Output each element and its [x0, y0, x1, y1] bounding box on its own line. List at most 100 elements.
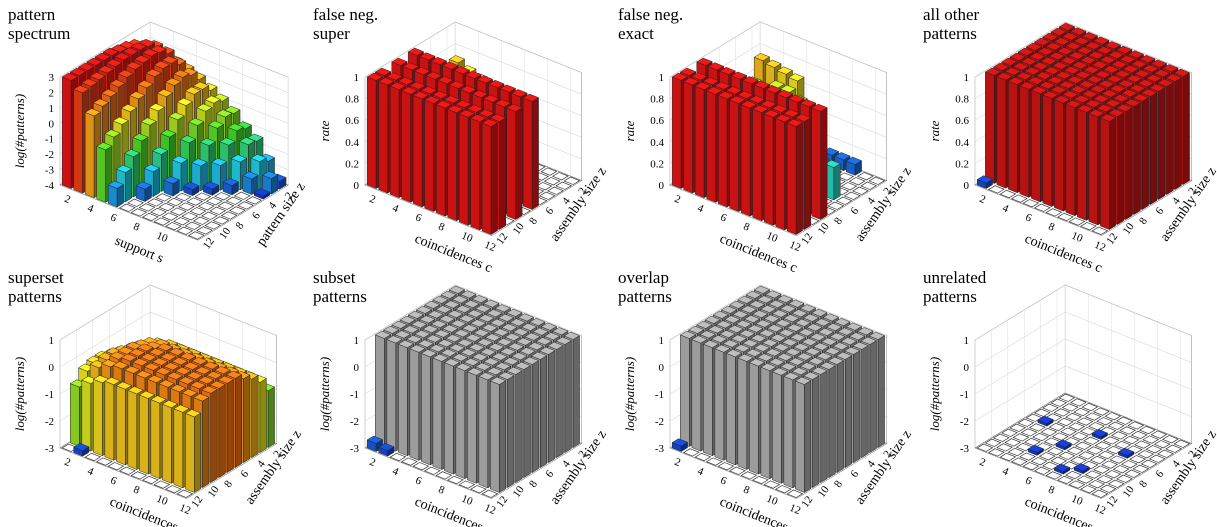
bar-top — [483, 299, 500, 308]
bar-top — [489, 318, 507, 327]
bar-top — [1081, 89, 1099, 99]
bar-top — [1073, 463, 1090, 472]
bar-front — [424, 99, 434, 212]
bar-top — [857, 327, 874, 336]
bar — [522, 93, 540, 210]
false-neg-exact-ztick-label: 0.2 — [650, 158, 664, 170]
all-other-patterns-title: patterns — [923, 24, 977, 43]
bar — [1112, 465, 1130, 474]
bar — [1114, 440, 1132, 450]
bar-top — [844, 346, 861, 355]
bar-top — [539, 346, 556, 355]
all-other-patterns-bars — [976, 22, 1191, 235]
bar-front — [432, 357, 443, 470]
bar-front — [737, 357, 748, 470]
bar-side — [836, 360, 844, 473]
bar-side — [548, 350, 556, 463]
bar-top — [443, 300, 461, 309]
bar-side — [869, 340, 877, 453]
bar-top — [399, 315, 416, 324]
bar-top — [822, 313, 840, 322]
bar-top — [1162, 64, 1179, 73]
bar-top — [447, 309, 464, 319]
bar — [141, 212, 159, 222]
bar-top — [540, 167, 558, 176]
overlap-patterns-zlabel: log(#patterns) — [622, 357, 637, 431]
bar — [489, 376, 507, 493]
bar-top — [538, 191, 556, 200]
bar — [1068, 217, 1086, 226]
bar — [1045, 471, 1063, 480]
false-neg-exact-xtick-label: 4 — [696, 202, 706, 215]
bar-front — [162, 403, 172, 484]
bar-top — [742, 339, 759, 348]
bar-top — [711, 334, 728, 344]
bar — [506, 103, 523, 220]
bar-top — [410, 320, 428, 329]
bar-top — [415, 305, 433, 314]
bar — [540, 167, 558, 176]
bar-top — [1032, 432, 1050, 442]
bar-top — [671, 72, 689, 81]
bar-top — [118, 203, 136, 212]
bar-top — [205, 197, 223, 206]
bar-top — [489, 113, 507, 122]
bar-top — [1020, 428, 1038, 437]
bar — [1138, 425, 1156, 435]
bar-front — [470, 117, 480, 231]
bar-side — [1158, 87, 1166, 200]
bar — [228, 206, 246, 215]
bar-top — [430, 56, 448, 66]
bar-side — [1150, 92, 1157, 205]
bar — [1089, 455, 1107, 465]
bar-top — [848, 332, 866, 341]
bar-top — [211, 157, 228, 166]
bar-top — [151, 146, 169, 155]
bar — [775, 114, 792, 231]
bar — [189, 207, 207, 216]
pattern-spectrum-ztick-label: 0 — [49, 118, 55, 130]
bar-top — [851, 186, 869, 195]
bar-top — [1150, 59, 1168, 68]
bar-top — [432, 295, 449, 304]
bar-top — [201, 385, 218, 394]
bar-side — [1125, 107, 1133, 220]
bar — [1156, 449, 1174, 458]
bar-top — [1134, 69, 1151, 78]
bar-top — [1038, 452, 1056, 461]
bar-top — [414, 66, 431, 76]
bar-top — [145, 68, 162, 77]
bar-top — [750, 334, 767, 343]
bar-top — [227, 123, 244, 132]
bar-top — [679, 67, 697, 76]
bar-top — [101, 88, 118, 97]
bar-side — [490, 122, 498, 235]
bar — [164, 485, 182, 494]
subset-patterns-ytick-label: 2 — [576, 448, 589, 459]
bar — [1023, 437, 1041, 447]
false-neg-exact-zlabel: rate — [622, 120, 637, 141]
bar-top — [166, 197, 184, 207]
all-other-patterns-ztick-label: 0.4 — [955, 137, 969, 149]
bar-top — [1016, 71, 1033, 81]
bar-side — [820, 370, 828, 483]
bar-front — [706, 90, 716, 203]
bar-top — [1099, 484, 1117, 493]
bar-top — [835, 351, 853, 360]
bar-top — [194, 366, 212, 375]
bar-front — [139, 394, 149, 475]
false-neg-super-xtick-label: 8 — [437, 221, 447, 234]
bar — [435, 471, 453, 480]
bar-top — [1117, 447, 1135, 456]
bar-top — [786, 323, 803, 332]
bar-front — [185, 412, 195, 493]
bar-top — [460, 85, 477, 94]
bar-top — [1165, 73, 1182, 82]
bar-top — [1109, 455, 1127, 464]
bar-top — [150, 207, 168, 217]
bar-top — [742, 76, 759, 85]
bar — [237, 201, 255, 210]
bar — [161, 212, 179, 221]
bar-top — [122, 47, 139, 56]
bar-top — [671, 438, 689, 447]
